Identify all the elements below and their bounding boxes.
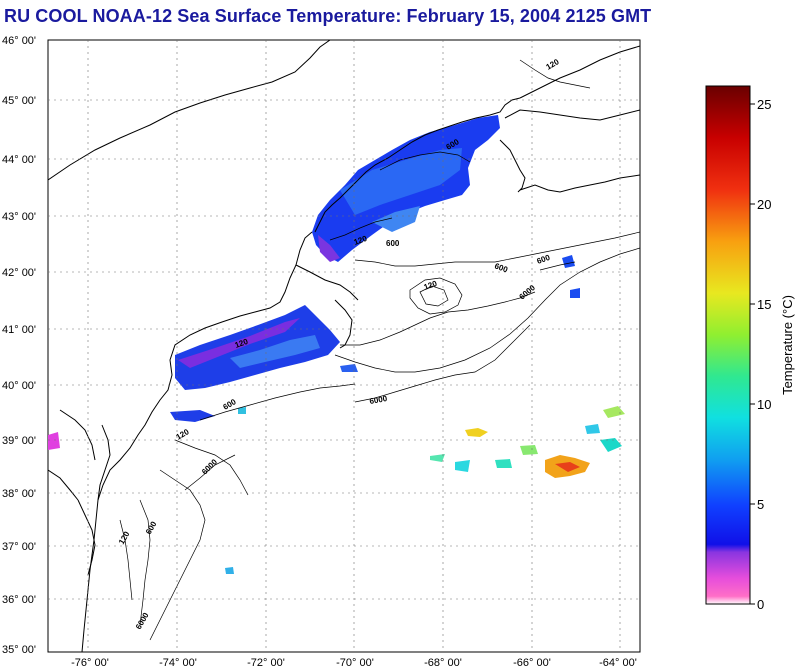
longitude-labels: -76° 00' -74° 00' -72° 00' -70° 00' -68°… [71, 657, 637, 669]
lat-label: 42° 00' [2, 267, 36, 279]
colorbar-tick-label: 5 [757, 497, 764, 512]
lat-label: 36° 00' [2, 594, 36, 606]
lon-label: -66° 00' [513, 657, 551, 669]
lat-label: 37° 00' [2, 541, 36, 553]
colorbar: 25 20 15 10 5 0 Temperature (°C) [705, 85, 795, 612]
colorbar-tick-label: 20 [757, 197, 771, 212]
lat-label: 39° 00' [2, 435, 36, 447]
colorbar-tick-labels: 25 20 15 10 5 0 [757, 97, 771, 612]
sst-new-york-bight [170, 305, 358, 422]
colorbar-tick-label: 0 [757, 597, 764, 612]
coastline [48, 40, 640, 652]
contour-label: 6000 [369, 394, 389, 406]
lon-label: -70° 00' [336, 657, 374, 669]
colorbar-gradient [705, 85, 751, 605]
contour-label: 600 [386, 239, 400, 248]
lat-label: 46° 00' [2, 35, 36, 47]
contour-label: 120 [423, 279, 439, 292]
map-title: RU COOL NOAA-12 Sea Surface Temperature:… [4, 6, 652, 26]
contour-label: 600 [536, 253, 552, 266]
contour-label: 120 [234, 337, 250, 350]
lon-label: -64° 00' [599, 657, 637, 669]
lon-label: -74° 00' [159, 657, 197, 669]
lon-label: -76° 00' [71, 657, 109, 669]
colorbar-tick-label: 15 [757, 297, 771, 312]
lat-label: 41° 00' [2, 324, 36, 336]
colorbar-tick-label: 25 [757, 97, 771, 112]
lat-label: 38° 00' [2, 488, 36, 500]
colorbar-title: Temperature (°C) [780, 295, 795, 395]
lat-label: 35° 00' [2, 644, 36, 656]
contour-label: 120 [353, 234, 369, 247]
sst-nearshore-misc [48, 255, 580, 574]
lon-label: -68° 00' [424, 657, 462, 669]
lat-label: 45° 00' [2, 95, 36, 107]
contour-label: 600 [493, 261, 509, 274]
latitude-labels: 46° 00' 45° 00' 44° 00' 43° 00' 42° 00' … [2, 35, 36, 656]
lon-label: -72° 00' [247, 657, 285, 669]
bathymetry-contours [119, 59, 640, 641]
sst-gulf-of-maine [312, 115, 500, 262]
lat-label: 40° 00' [2, 380, 36, 392]
colorbar-ticks [750, 103, 755, 605]
sst-offshore-warm [430, 406, 625, 478]
lat-label: 43° 00' [2, 211, 36, 223]
graticule [48, 40, 640, 652]
lat-label: 44° 00' [2, 154, 36, 166]
colorbar-tick-label: 10 [757, 397, 771, 412]
